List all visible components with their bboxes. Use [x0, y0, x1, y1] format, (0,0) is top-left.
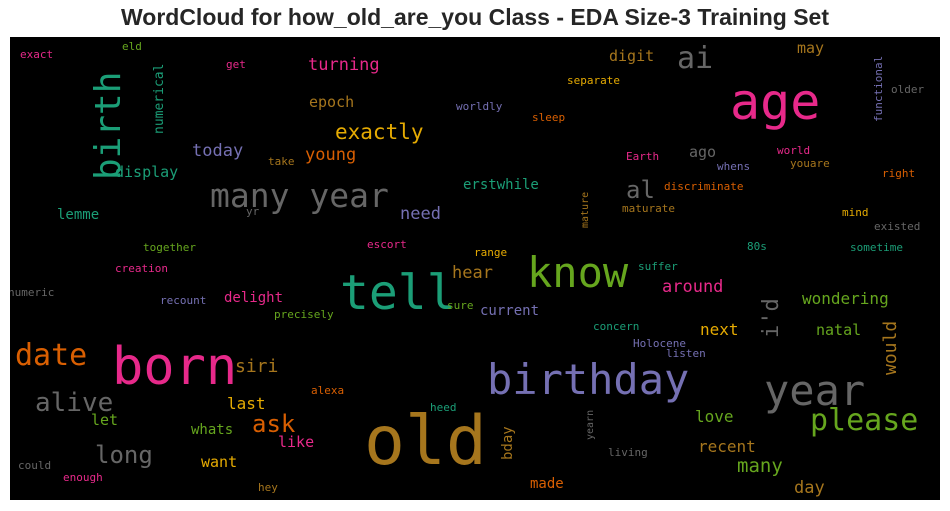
word-want: want: [201, 453, 237, 471]
word-long: long: [95, 441, 153, 469]
word-need: need: [400, 204, 441, 224]
word-worldly: worldly: [456, 100, 503, 113]
word-year: year: [764, 366, 865, 415]
word-enough: enough: [63, 471, 103, 484]
word-ago: ago: [689, 143, 716, 161]
word-let: let: [91, 411, 118, 429]
word-concern: concern: [593, 320, 639, 333]
word-world: world: [777, 144, 810, 157]
word-today: today: [192, 141, 243, 161]
word-recount: recount: [160, 294, 206, 307]
word-yearn: yearn: [585, 410, 596, 440]
word-display: display: [115, 163, 178, 181]
word-current: current: [480, 303, 539, 319]
word-next: next: [700, 320, 739, 339]
word-ai: ai: [677, 41, 713, 76]
word-holocene: Holocene: [633, 337, 686, 350]
word-sure: sure: [447, 299, 474, 312]
word-range: range: [474, 246, 507, 259]
word-eld: eld: [122, 40, 142, 53]
word-recent: recent: [698, 437, 756, 456]
word-living: living: [608, 446, 648, 459]
word-natal: natal: [816, 321, 861, 339]
word-heed: heed: [430, 401, 457, 414]
word-many: many: [737, 455, 783, 477]
word-hey: hey: [258, 481, 278, 494]
word-date: date: [15, 338, 87, 373]
word-young: young: [305, 145, 356, 165]
word-discriminate: discriminate: [664, 180, 743, 193]
word-sleep: sleep: [532, 111, 565, 124]
word-yr: yr: [246, 205, 260, 218]
word-made: made: [530, 476, 564, 492]
word-earth: Earth: [626, 150, 659, 163]
word-like: like: [278, 433, 314, 451]
word-last: last: [227, 394, 266, 413]
word-may: may: [797, 39, 824, 57]
word-age: age: [730, 73, 820, 131]
word-cloud: old born tell age birthday year know birth many …: [10, 37, 940, 500]
word-maturate: maturate: [622, 202, 675, 215]
word-digit: digit: [609, 47, 654, 65]
word-many-year: many year: [210, 176, 389, 215]
word-whens: whens: [717, 160, 750, 173]
word-please: please: [810, 403, 918, 438]
word-numerical: numerical: [152, 64, 167, 134]
word-separate: separate: [567, 74, 620, 87]
word-older: older: [891, 83, 924, 96]
word-turning: turning: [308, 55, 380, 75]
word-epoch: epoch: [309, 93, 354, 111]
chart-title: WordCloud for how_old_are_you Class - ED…: [120, 4, 829, 30]
word-know: know: [527, 248, 629, 297]
word-sometime: sometime: [850, 241, 903, 254]
word-bday: bday: [500, 426, 516, 460]
word-old: old: [364, 402, 487, 481]
word-around: around: [662, 277, 723, 297]
word-would: would: [880, 321, 901, 375]
word-together: together: [143, 241, 196, 254]
word-could: could: [18, 459, 51, 472]
word-i-d: i'd: [759, 298, 784, 338]
word-mature: mature: [580, 192, 591, 228]
word-youare: youare: [790, 157, 830, 170]
word-birth: birth: [88, 72, 129, 180]
word-delight: delight: [224, 290, 283, 306]
word-right: right: [882, 167, 915, 180]
word-wondering: wondering: [802, 289, 889, 308]
word-lemme: lemme: [57, 207, 99, 223]
word-ask: ask: [252, 410, 296, 438]
word-hear: hear: [452, 263, 493, 283]
word-whats: whats: [191, 422, 233, 438]
word-suffer: suffer: [638, 260, 678, 273]
word-exact: exact: [20, 48, 53, 61]
word-listen: listen: [666, 347, 706, 360]
word-birthday: birthday: [487, 355, 689, 404]
word-alive: alive: [35, 388, 113, 418]
word-al: al: [626, 176, 655, 204]
word-80s: 80s: [747, 240, 767, 253]
word-exactly: exactly: [335, 120, 424, 144]
word-existed: existed: [874, 220, 920, 233]
word-take: take: [268, 155, 295, 168]
word-tell: tell: [340, 265, 456, 321]
word-day: day: [794, 478, 825, 498]
word-get: get: [226, 58, 246, 71]
word-siri: siri: [235, 356, 278, 377]
word-creation: creation: [115, 262, 168, 275]
word-escort: escort: [367, 238, 407, 251]
word-erstwhile: erstwhile: [463, 177, 539, 193]
word-alexa: alexa: [311, 384, 344, 397]
word-mind: mind: [842, 206, 869, 219]
word-functional: functional: [872, 56, 885, 122]
word-born: born: [112, 337, 237, 397]
word-numeric: numeric: [10, 286, 54, 299]
word-love: love: [695, 407, 734, 426]
word-precisely: precisely: [274, 308, 334, 321]
